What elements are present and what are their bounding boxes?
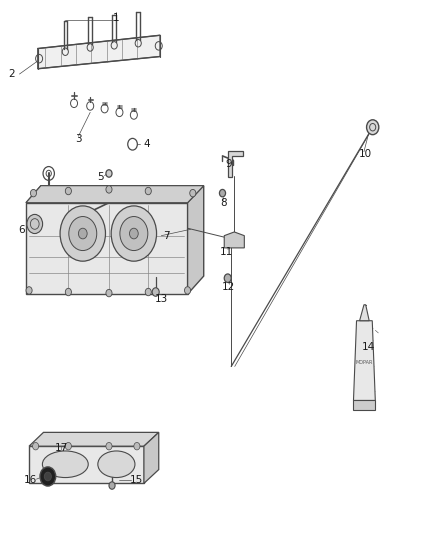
Polygon shape — [144, 432, 159, 483]
Text: 3: 3 — [75, 134, 82, 144]
Circle shape — [106, 169, 112, 177]
Text: 16: 16 — [24, 475, 37, 485]
Circle shape — [219, 189, 226, 197]
Circle shape — [134, 442, 140, 450]
Polygon shape — [353, 321, 375, 400]
Circle shape — [69, 216, 97, 251]
Circle shape — [44, 472, 51, 481]
Circle shape — [109, 482, 115, 489]
Circle shape — [184, 287, 191, 294]
Text: 6: 6 — [18, 225, 25, 236]
Text: 1: 1 — [113, 13, 120, 23]
Text: 8: 8 — [220, 198, 227, 208]
Ellipse shape — [98, 451, 135, 478]
Circle shape — [40, 467, 56, 486]
Circle shape — [106, 442, 112, 450]
Text: 10: 10 — [359, 149, 372, 159]
Circle shape — [106, 289, 112, 297]
Text: 7: 7 — [163, 231, 170, 241]
Circle shape — [111, 206, 156, 261]
Circle shape — [145, 187, 151, 195]
Circle shape — [190, 189, 196, 197]
Text: 2: 2 — [8, 69, 15, 79]
Circle shape — [32, 442, 39, 450]
Text: 11: 11 — [220, 247, 233, 257]
Polygon shape — [224, 232, 244, 248]
Polygon shape — [26, 203, 187, 294]
Circle shape — [60, 206, 106, 261]
Polygon shape — [360, 305, 369, 321]
Circle shape — [30, 189, 36, 197]
Ellipse shape — [42, 451, 88, 478]
Circle shape — [224, 274, 231, 282]
Circle shape — [65, 187, 71, 195]
Circle shape — [152, 288, 159, 296]
Text: 12: 12 — [222, 282, 235, 292]
Circle shape — [120, 216, 148, 251]
Polygon shape — [26, 185, 204, 203]
Polygon shape — [29, 432, 159, 446]
Circle shape — [65, 288, 71, 296]
Polygon shape — [353, 400, 375, 410]
Polygon shape — [26, 185, 204, 203]
Circle shape — [26, 287, 32, 294]
Circle shape — [65, 442, 71, 450]
Text: 4: 4 — [144, 139, 150, 149]
Text: 9: 9 — [225, 159, 232, 169]
Circle shape — [78, 228, 87, 239]
Circle shape — [145, 288, 151, 296]
Polygon shape — [228, 151, 243, 177]
Polygon shape — [38, 35, 160, 69]
Polygon shape — [187, 185, 204, 294]
Circle shape — [130, 228, 138, 239]
Circle shape — [367, 120, 379, 135]
Text: MOPAR: MOPAR — [356, 360, 373, 365]
Text: 15: 15 — [130, 475, 144, 485]
Polygon shape — [29, 446, 144, 483]
Text: 13: 13 — [155, 294, 168, 304]
Text: 14: 14 — [362, 342, 375, 352]
Circle shape — [106, 185, 112, 193]
Text: 5: 5 — [97, 172, 103, 182]
Text: 17: 17 — [54, 443, 67, 453]
Circle shape — [27, 214, 42, 233]
